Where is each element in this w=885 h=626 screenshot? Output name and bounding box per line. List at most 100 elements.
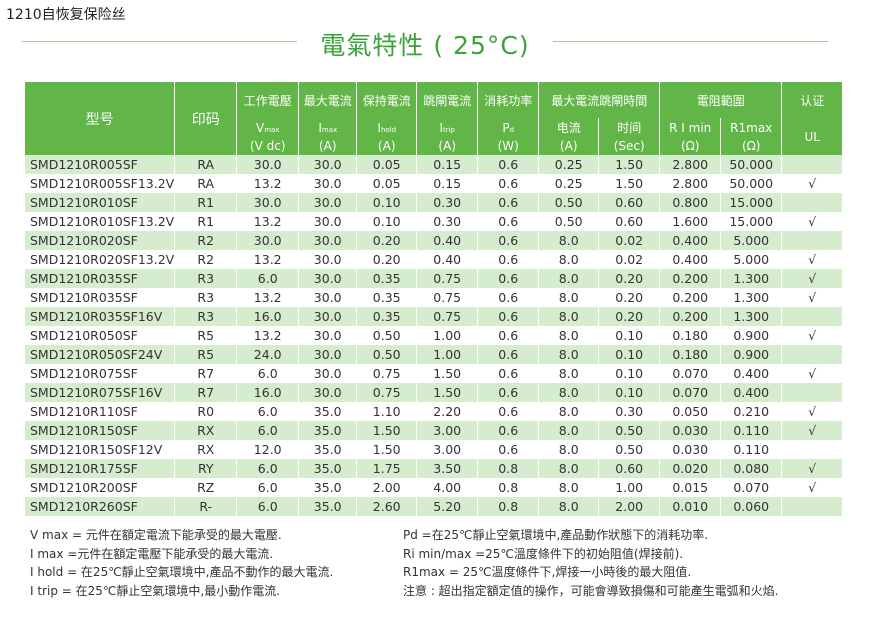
data-cell: 30.0 [298,383,358,402]
data-cell: SMD1210R010SF13.2V [25,212,176,231]
data-cell: 0.20 [356,231,418,250]
data-cell: 0.6 [477,212,540,231]
header-cell: UL [781,118,844,155]
data-cell: 1.10 [356,402,418,421]
data-cell: RX [174,440,238,459]
data-row: SMD1210R020SF R2 30.0 30.0 0.20 0.40 0.6 8.0 0.0… [25,231,844,250]
data-cell: 0.6 [477,231,540,250]
data-row: SMD1210R150SF12V RX 12.0 35.0 1.50 3.00 0.6 8.0… [25,440,844,459]
data-cell: 0.800 [659,193,722,212]
data-cell: 5.20 [416,497,479,516]
data-cell: 3.00 [416,440,479,459]
data-row: SMD1210R200SF RZ 6.0 35.0 2.00 4.00 0.8 8.0 1.00… [25,478,844,497]
data-cell: 0.50 [598,440,661,459]
note-line: I max =元件在額定電壓下能承受的最大電流. [30,546,274,561]
data-row: SMD1210R150SF RX 6.0 35.0 1.50 3.00 0.6 8.0 0.50… [25,421,844,440]
data-cell: 0.30 [598,402,661,421]
data-cell: 0.200 [659,307,722,326]
note-line: Ri min/max =25℃溫度條件下的初始阻值(焊接前). [403,546,684,561]
data-cell: SMD1210R175SF [25,459,176,478]
data-cell: R0 [174,402,238,421]
data-cell: 0.75 [356,383,418,402]
data-cell: 8.0 [538,326,600,345]
data-cell: 35.0 [298,440,358,459]
header-cell: (A) [416,137,479,155]
data-cell: 0.35 [356,307,418,326]
header-cell: R1max [720,118,783,137]
header-row: Vmax Imax Ihold Itrip Pd 电流 时间 R I min R1max UL [25,118,844,155]
header-cell: (A) [356,137,418,155]
data-row: SMD1210R010SF R1 30.0 30.0 0.10 0.30 0.6 0.50 0.… [25,193,844,212]
data-cell: R1 [174,193,238,212]
data-cell: 0.020 [659,459,722,478]
data-cell: 0.30 [416,193,479,212]
data-cell: 0.60 [598,193,661,212]
title-rule [22,41,297,42]
data-cell: R3 [174,269,238,288]
data-cell: 8.0 [538,402,600,421]
header-row: (V dc) (A) (A) (A) (W) (A) (Sec) (Ω) (Ω) [25,137,843,155]
data-cell: 0.25 [538,174,600,193]
data-cell: 0.400 [659,250,722,269]
data-cell: SMD1210R150SF12V [25,440,176,459]
header-cell: Ihold [356,118,418,137]
data-cell: SMD1210R050SF24V [25,345,176,364]
header-cell: 型号 [25,82,176,155]
data-row: SMD1210R050SF R5 13.2 30.0 0.50 1.00 0.6 8.0 0.1… [25,326,844,345]
data-cell: 0.10 [356,193,418,212]
header-cell: (Ω) [720,137,783,155]
data-cell: 0.8 [477,497,540,516]
data-cell: 0.400 [659,231,722,250]
header-cell: 最大電流 [298,82,358,118]
data-cell: 30.0 [298,345,358,364]
data-cell: R3 [174,307,238,326]
note-line: I trip = 在25℃靜止空氣環境中,最小動作電流. [30,583,281,598]
data-row: SMD1210R075SF16V R7 16.0 30.0 0.75 1.50 0.6 8.0… [25,383,844,402]
data-row: SMD1210R020SF13.2V R2 13.2 30.0 0.20 0.40 0.6 8… [25,250,844,269]
data-cell: 0.6 [477,174,540,193]
data-cell: 15.000 [720,193,783,212]
data-cell: 1.00 [598,478,661,497]
data-cell: 0.30 [416,212,479,231]
data-cell: √ [781,288,844,307]
data-cell: R5 [174,345,238,364]
data-cell: 0.400 [720,383,783,402]
data-cell: 1.75 [356,459,418,478]
data-cell: 0.10 [598,383,661,402]
data-cell: √ [781,421,844,440]
data-cell: 0.6 [477,155,540,174]
note-line: R1max = 25℃溫度條件下,焊接一小時後的最大阻值. [403,565,692,579]
data-cell: 0.60 [598,459,661,478]
data-cell: 0.210 [720,402,783,421]
data-cell: 0.6 [477,440,540,459]
data-cell: 30.0 [298,212,358,231]
data-row: SMD1210R175SF RY 6.0 35.0 1.75 3.50 0.8 8.0 0.60… [25,459,844,478]
data-cell: SMD1210R260SF [25,497,176,516]
data-cell: 6.0 [236,364,300,383]
data-cell: 2.00 [356,478,418,497]
header-cell: 消耗功率 [477,82,540,118]
data-cell: 0.10 [356,212,418,231]
symbol-sub: hold [380,125,397,134]
data-cell [781,440,844,459]
data-cell: 30.0 [298,250,358,269]
data-cell: SMD1210R035SF [25,288,176,307]
data-cell: 0.05 [356,155,418,174]
data-cell: 30.0 [298,155,358,174]
data-cell: 35.0 [298,459,358,478]
data-cell: 35.0 [298,421,358,440]
data-cell: 0.60 [598,212,661,231]
data-cell: 0.10 [598,364,661,383]
data-cell: 4.00 [416,478,479,497]
data-cell: 0.10 [598,345,661,364]
data-cell: 0.6 [477,288,540,307]
note-line: V max = 元件在額定電流下能承受的最大電壓. [30,528,282,542]
data-cell: 0.400 [720,364,783,383]
symbol: I [318,120,322,135]
data-cell: 13.2 [236,326,300,345]
data-cell: 13.2 [236,288,300,307]
data-cell: 5.000 [720,231,783,250]
data-cell: √ [781,250,844,269]
symbol-sub: d [509,125,515,134]
